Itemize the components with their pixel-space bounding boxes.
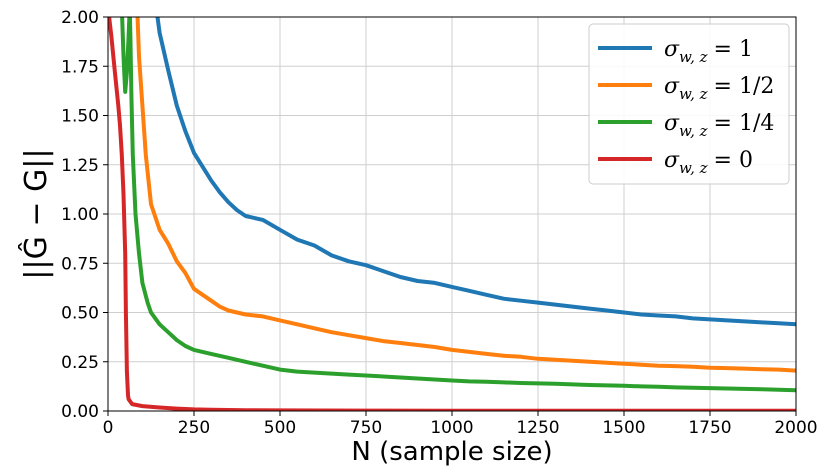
y-axis-ticks: 0.00 0.25 0.50 0.75 1.00 1.25 1.50 1.75 2.00 <box>61 8 108 422</box>
legend-value: = 1/4 <box>714 111 775 136</box>
x-tick-label: 1500 <box>602 418 645 438</box>
series-line-1 <box>135 17 796 373</box>
y-axis-label: ||Ĝ − G|| <box>17 148 54 279</box>
legend-label-1: σw, z = 1/2 <box>664 74 774 103</box>
y-tick-label: 1.25 <box>61 156 99 176</box>
x-axis-label: N (sample size) <box>351 437 552 467</box>
legend-value: = 1 <box>714 37 753 62</box>
series-line-0 <box>155 17 796 327</box>
x-tick-label: 2000 <box>774 418 817 438</box>
legend-label-0: σw, z = 1 <box>664 37 753 66</box>
legend-symbol: σ <box>664 37 680 62</box>
y-tick-label: 0.25 <box>61 353 99 373</box>
x-tick-label: 1250 <box>516 418 559 438</box>
legend-value: = 1/2 <box>714 74 775 99</box>
x-tick-label: 1000 <box>430 418 473 438</box>
x-tick-label: 250 <box>178 418 210 438</box>
legend-value: = 0 <box>714 148 753 173</box>
legend-symbol: σ <box>664 74 680 99</box>
y-tick-label: 1.50 <box>61 107 99 127</box>
x-tick-label: 1750 <box>688 418 731 438</box>
y-tick-label: 0.00 <box>61 402 99 422</box>
legend-subscript: w, z <box>679 85 708 103</box>
legend-symbol: σ <box>664 111 680 136</box>
y-tick-label: 1.00 <box>61 205 99 225</box>
legend-label-3: σw, z = 0 <box>664 148 753 177</box>
legend-subscript: w, z <box>679 48 708 66</box>
legend-subscript: w, z <box>679 122 708 140</box>
series-lines <box>108 17 796 411</box>
y-tick-label: 2.00 <box>61 8 99 28</box>
series-line-2 <box>120 17 796 393</box>
x-tick-label: 0 <box>103 418 114 438</box>
series-line-3 <box>108 17 796 411</box>
legend-box <box>588 23 790 185</box>
legend: σw, z = 1σw, z = 1/2σw, z = 1/4σw, z = 0 <box>588 23 790 185</box>
y-tick-label: 0.75 <box>61 254 99 274</box>
y-tick-label: 0.50 <box>61 304 99 324</box>
x-tick-label: 500 <box>264 418 296 438</box>
x-tick-label: 750 <box>350 418 382 438</box>
x-axis-ticks: 0 250 500 750 1000 1250 1500 1750 2000 <box>103 411 818 438</box>
y-tick-label: 1.75 <box>61 57 99 77</box>
legend-label-2: σw, z = 1/4 <box>664 111 774 140</box>
legend-symbol: σ <box>664 148 680 173</box>
legend-subscript: w, z <box>679 159 708 177</box>
